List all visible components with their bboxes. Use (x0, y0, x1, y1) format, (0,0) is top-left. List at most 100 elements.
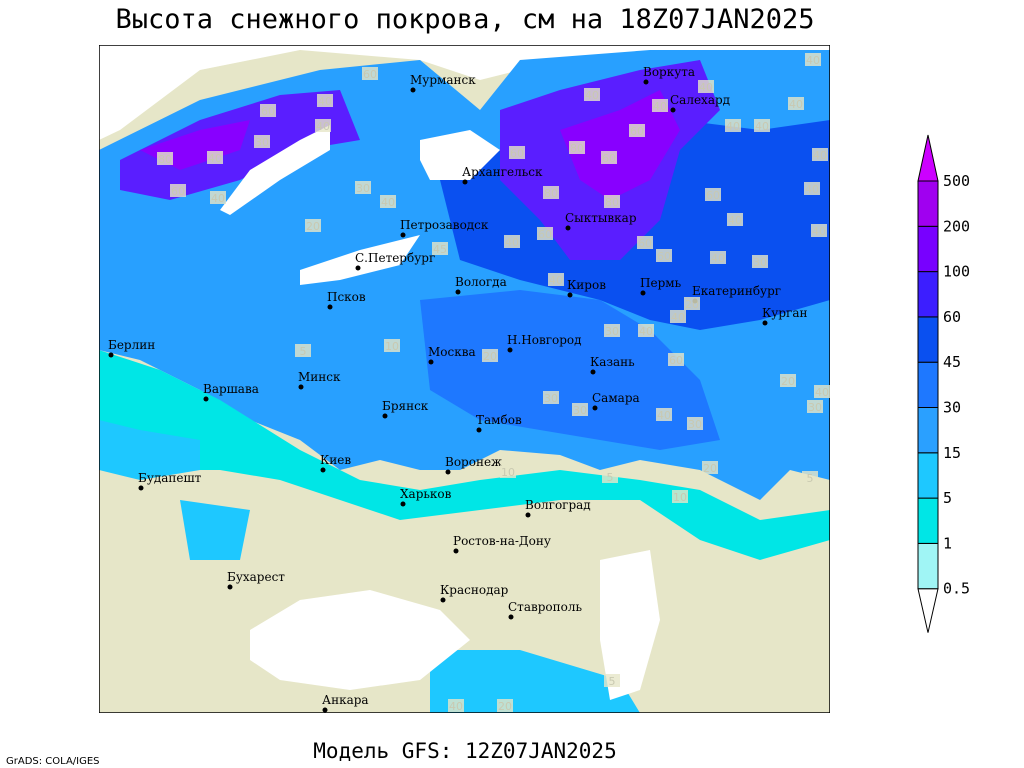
city-label: Брянск (382, 399, 429, 413)
city-dot (138, 485, 144, 491)
contour-label-box (788, 97, 804, 110)
contour-label-box (384, 339, 400, 352)
city-dot (322, 707, 328, 713)
black-sea (250, 590, 470, 690)
city-label: Ставрополь (508, 600, 582, 614)
city-dot (203, 396, 209, 402)
city-dot (590, 369, 596, 375)
city-dot (410, 87, 416, 93)
credit: GrADS: COLA/IGES (6, 756, 100, 767)
city-label: Сыктывкар (565, 211, 637, 225)
legend-label: 60 (943, 308, 961, 326)
map: 6040604080406040303020404540608080608060… (99, 45, 830, 713)
contour-label-box (668, 353, 684, 366)
city-dot (108, 352, 114, 358)
contour-label-box (355, 181, 371, 194)
contour-label-box (684, 297, 700, 310)
contour-label-box (638, 324, 654, 337)
legend-swatch (917, 180, 939, 227)
contour-label-box (295, 344, 311, 357)
contour-label-box (362, 67, 378, 80)
contour-label-box (432, 242, 448, 255)
contour-label-box (157, 152, 173, 165)
legend-label: 0.5 (943, 580, 970, 598)
contour-label-box (537, 227, 553, 240)
city-label: Киров (567, 278, 606, 292)
city-label: Вологда (455, 275, 507, 289)
contour-label-box (497, 699, 513, 712)
city-label: Воркута (643, 65, 695, 79)
legend-label: 30 (943, 399, 961, 417)
contour-label-box (210, 191, 226, 204)
city-label: Москва (428, 345, 476, 359)
city-dot (327, 304, 333, 310)
contour-label-box (670, 310, 686, 323)
legend-arrow-low (917, 588, 939, 633)
city-dot (762, 320, 768, 326)
city-dot (670, 107, 676, 113)
contour-label-box (705, 188, 721, 201)
baltic-sea (220, 125, 420, 285)
city-label: Киев (320, 453, 351, 467)
city-dot (355, 265, 361, 271)
city-label: Бухарест (227, 570, 285, 584)
contour-label-box (656, 408, 672, 421)
city-dot (400, 232, 406, 238)
city-label: Курган (762, 306, 807, 320)
contour-label-box (629, 124, 645, 137)
contour-label-box (448, 699, 464, 712)
city-dot (227, 584, 233, 590)
contour-label-box (814, 385, 830, 398)
legend-label: 200 (943, 217, 970, 235)
legend-swatch (917, 271, 939, 318)
city-dot (320, 467, 326, 473)
city-label: Харьков (400, 487, 452, 501)
contour-label-box (315, 119, 331, 132)
city-label: Самара (592, 391, 640, 405)
city-dot (565, 225, 571, 231)
contour-label-box (727, 213, 743, 226)
legend-label: 1 (943, 534, 952, 552)
legend-label: 5 (943, 489, 952, 507)
city-dot (567, 292, 573, 298)
city-label: Воронеж (445, 455, 502, 469)
city-dot (445, 469, 451, 475)
city-dot (400, 501, 406, 507)
contour-label-box (482, 349, 498, 362)
city-label: Салехард (670, 93, 730, 107)
legend-swatch (917, 452, 939, 499)
contour-label-box (602, 470, 618, 483)
contour-label-box (500, 465, 516, 478)
city-label: Н.Новгород (507, 333, 582, 347)
city-dot (525, 512, 531, 518)
city-label: Псков (327, 290, 366, 304)
city-label: Минск (298, 370, 341, 384)
city-label: Петрозаводск (400, 218, 489, 232)
white-sea (420, 130, 500, 180)
contour-label-box (702, 461, 718, 474)
contour-label-box (812, 148, 828, 161)
contour-label-box (805, 53, 821, 66)
city-label: Казань (590, 355, 635, 369)
legend-swatch (917, 225, 939, 273)
city-label: Екатеринбург (692, 284, 781, 298)
contour-label-box (752, 255, 768, 268)
city-label: Берлин (108, 338, 155, 352)
contour-label-box (548, 273, 564, 286)
contour-label-box (254, 135, 270, 148)
legend-swatch (917, 542, 939, 590)
city-label: Краснодар (440, 583, 509, 597)
contour-label-box (656, 249, 672, 262)
contour-label-box (804, 182, 820, 195)
contour-label-box (698, 80, 714, 93)
title: Высота снежного покрова, см на 18Z07JAN2… (116, 4, 815, 35)
legend-label: 45 (943, 353, 961, 371)
city-label: С.Петербург (355, 251, 435, 265)
contour-label-box (207, 151, 223, 164)
contour-label-box (569, 141, 585, 154)
city-dot (382, 413, 388, 419)
contour-label-box (543, 186, 559, 199)
contour-label-box (604, 674, 620, 687)
legend-swatch (917, 316, 939, 363)
